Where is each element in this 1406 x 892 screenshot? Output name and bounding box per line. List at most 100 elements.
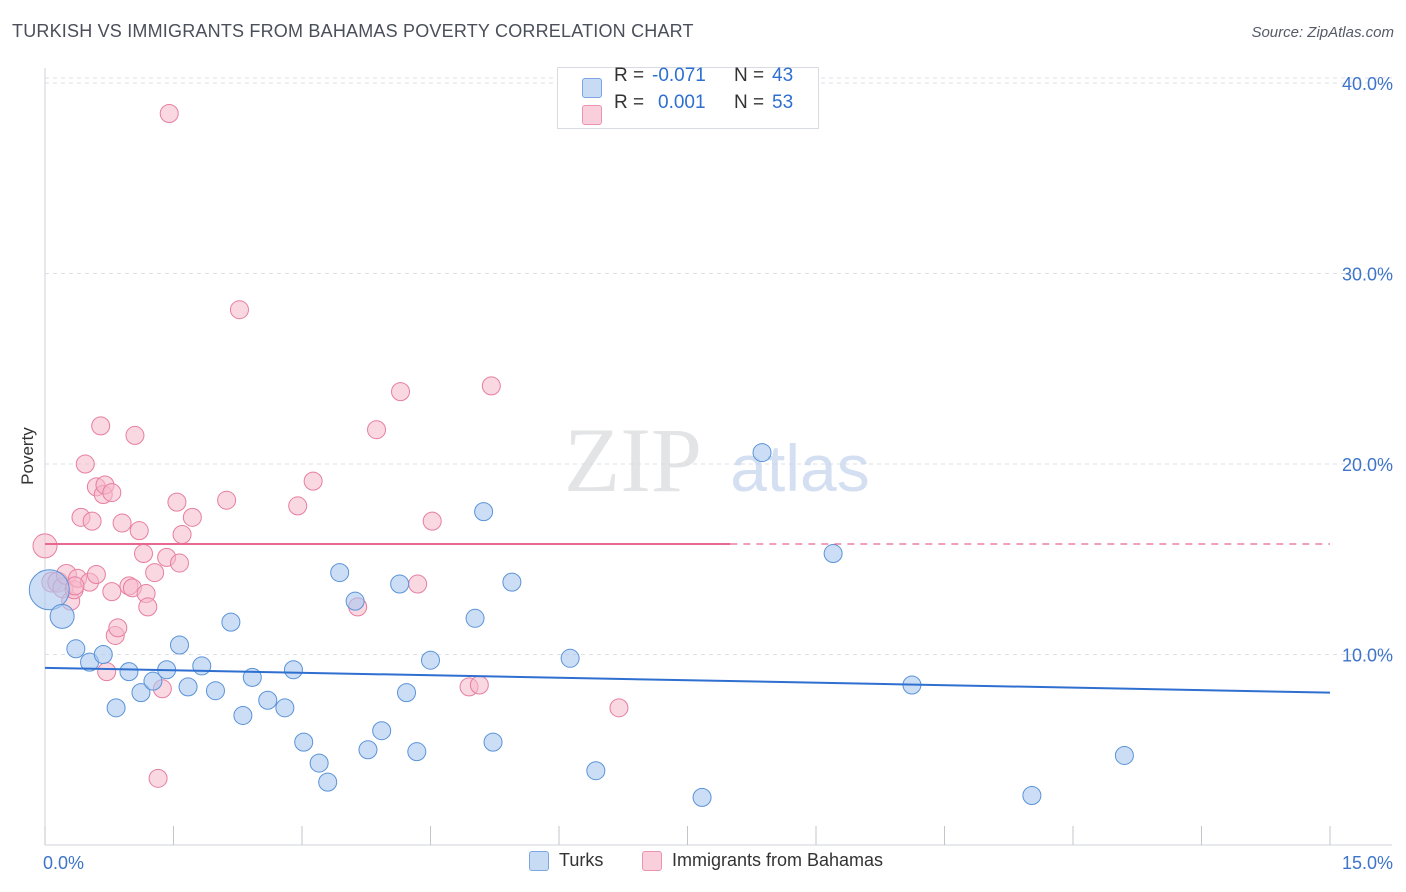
- bahamas-point: [129, 521, 149, 541]
- bahamas-point: [125, 425, 145, 445]
- bahamas-point: [97, 662, 117, 682]
- bahamas-point: [481, 376, 501, 396]
- turks-point: [586, 761, 606, 781]
- bahamas-point: [32, 533, 58, 559]
- source-label: Source: ZipAtlas.com: [1251, 24, 1394, 41]
- watermark-zip: ZIP: [564, 409, 702, 511]
- x-tick-label: 15.0%: [1342, 853, 1393, 873]
- y-tick-label: 20.0%: [1342, 455, 1393, 475]
- bahamas-point: [86, 564, 106, 584]
- bahamas-legend-label: Immigrants from Bahamas: [672, 850, 884, 870]
- watermark-atlas: atlas: [730, 431, 869, 505]
- correlation-legend: R = -0.071 N = 43 R = 0.001 N = 53: [557, 65, 819, 129]
- turks-point: [823, 544, 843, 564]
- turks-point: [397, 683, 417, 703]
- turks-point: [169, 635, 189, 655]
- bahamas-point: [229, 300, 249, 320]
- bahamas-legend-swatch: [642, 850, 662, 871]
- bahamas-r-label: R =: [614, 92, 650, 113]
- turks-point: [309, 753, 329, 773]
- turks-point: [143, 671, 163, 691]
- watermark: ZIP atlas: [564, 409, 870, 511]
- turks-point: [93, 645, 113, 664]
- turks-point: [483, 732, 503, 752]
- turks-point: [407, 742, 427, 762]
- bahamas-point: [167, 492, 187, 512]
- bahamas-point: [217, 490, 237, 510]
- bahamas-point: [422, 511, 442, 531]
- bahamas-point: [172, 524, 192, 544]
- turks-point: [1022, 785, 1042, 805]
- turks-r-value: -0.071: [652, 65, 706, 86]
- turks-r-label: R =: [614, 65, 650, 86]
- turks-point: [192, 656, 212, 676]
- turks-point: [28, 569, 70, 611]
- series-legend: Turks Immigrants from Bahamas: [0, 850, 1406, 878]
- bahamas-point: [134, 544, 154, 564]
- bahamas-point: [303, 471, 323, 491]
- turks-point: [233, 705, 253, 725]
- turks-point: [372, 721, 392, 741]
- x-tick-label: 0.0%: [43, 853, 84, 873]
- turks-point: [283, 660, 303, 680]
- bahamas-point: [145, 563, 165, 583]
- bahamas-point: [91, 416, 111, 436]
- y-tick-label: 10.0%: [1342, 646, 1393, 666]
- bahamas-point: [159, 103, 179, 123]
- turks-legend-swatch: [529, 850, 549, 871]
- bahamas-point: [367, 420, 387, 440]
- bahamas-r-value: 0.001: [658, 92, 706, 113]
- bahamas-point: [288, 496, 308, 516]
- turks-point: [390, 574, 410, 594]
- bahamas-swatch: [582, 105, 602, 125]
- y-tick-label: 30.0%: [1342, 265, 1393, 285]
- turks-point: [275, 698, 295, 718]
- bahamas-point: [102, 582, 122, 602]
- turks-point: [294, 732, 314, 752]
- turks-legend-label: Turks: [559, 850, 604, 870]
- turks-point: [358, 740, 378, 760]
- turks-n-value: 43: [772, 65, 794, 86]
- axes: [44, 68, 1392, 846]
- turks-point: [178, 677, 198, 697]
- turks-point: [560, 648, 580, 668]
- series-bahamas-points: [32, 103, 629, 788]
- turks-swatch: [582, 78, 602, 98]
- turks-point: [66, 639, 86, 659]
- trend-lines: [44, 543, 1331, 694]
- turks-point: [205, 681, 225, 701]
- turks-point: [752, 443, 772, 463]
- bahamas-point: [169, 553, 189, 573]
- tick-labels: 10.0% 20.0% 30.0% 40.0% 0.0% 15.0%: [43, 74, 1393, 873]
- turks-point: [330, 563, 350, 583]
- turks-point: [221, 612, 241, 632]
- bahamas-n-label: N =: [734, 92, 770, 113]
- bahamas-point: [108, 618, 128, 638]
- turks-point: [119, 662, 139, 682]
- turks-point: [345, 591, 365, 611]
- bahamas-point: [182, 507, 202, 527]
- turks-point: [106, 698, 126, 718]
- legend-item-bahamas: Immigrants from Bahamas: [642, 850, 883, 871]
- turks-point: [465, 608, 485, 628]
- bahamas-point: [82, 511, 102, 531]
- turks-point: [49, 603, 75, 629]
- turks-point: [421, 650, 440, 670]
- turks-n-label: N =: [734, 65, 770, 86]
- turks-point: [692, 787, 712, 807]
- turks-point: [258, 690, 278, 710]
- bahamas-point: [75, 454, 95, 474]
- legend-item-turks: Turks: [529, 850, 603, 871]
- turks-point: [1114, 745, 1134, 765]
- turks-point: [474, 502, 494, 522]
- turks-point: [502, 572, 522, 592]
- grid-lines: [45, 77, 1392, 655]
- bahamas-point: [138, 597, 158, 617]
- bahamas-point: [391, 382, 411, 402]
- bahamas-point: [609, 698, 629, 718]
- y-tick-label: 40.0%: [1342, 74, 1393, 94]
- bahamas-point: [148, 768, 168, 788]
- chart-title: TURKISH VS IMMIGRANTS FROM BAHAMAS POVER…: [12, 21, 694, 41]
- bahamas-point: [469, 675, 489, 695]
